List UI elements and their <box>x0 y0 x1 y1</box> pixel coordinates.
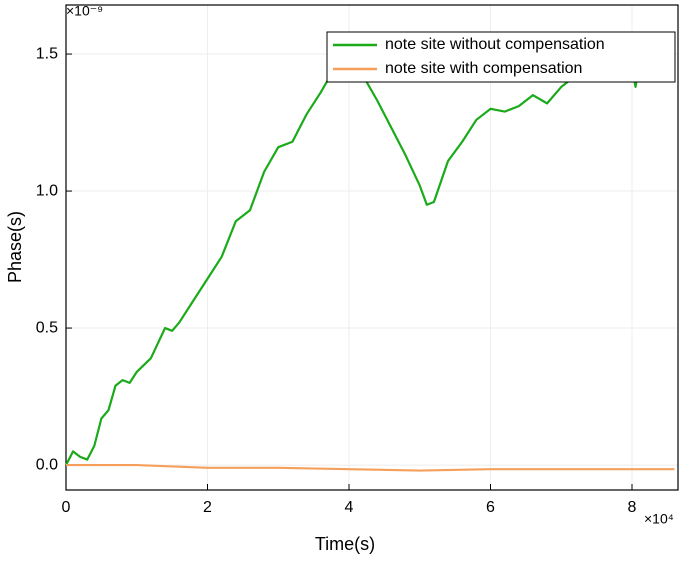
y-tick-label: 0.0 <box>36 456 58 473</box>
x-tick-label: 2 <box>203 499 212 516</box>
legend-box <box>326 31 676 83</box>
y-axis-label: Phase(s) <box>5 211 25 283</box>
x-tick-label: 8 <box>628 499 637 516</box>
legend-label: note site with compensation <box>385 60 582 77</box>
x-tick-label: 0 <box>62 499 71 516</box>
x-tick-label: 6 <box>486 499 495 516</box>
x-tick-label: 4 <box>345 499 354 516</box>
legend-label: note site without compensation <box>385 36 605 53</box>
plot-frame <box>65 4 679 491</box>
y-tick-label: 1.5 <box>36 45 58 62</box>
line <box>65 36 676 466</box>
line <box>66 463 675 472</box>
x-axis-label: Time(s) <box>315 534 375 554</box>
y-tick-label: 0.5 <box>36 319 58 336</box>
y-multiplier: ×10⁻⁹ <box>66 3 103 19</box>
y-tick-label: 1.0 <box>36 182 58 199</box>
x-multiplier: ×10⁴ <box>644 511 674 527</box>
